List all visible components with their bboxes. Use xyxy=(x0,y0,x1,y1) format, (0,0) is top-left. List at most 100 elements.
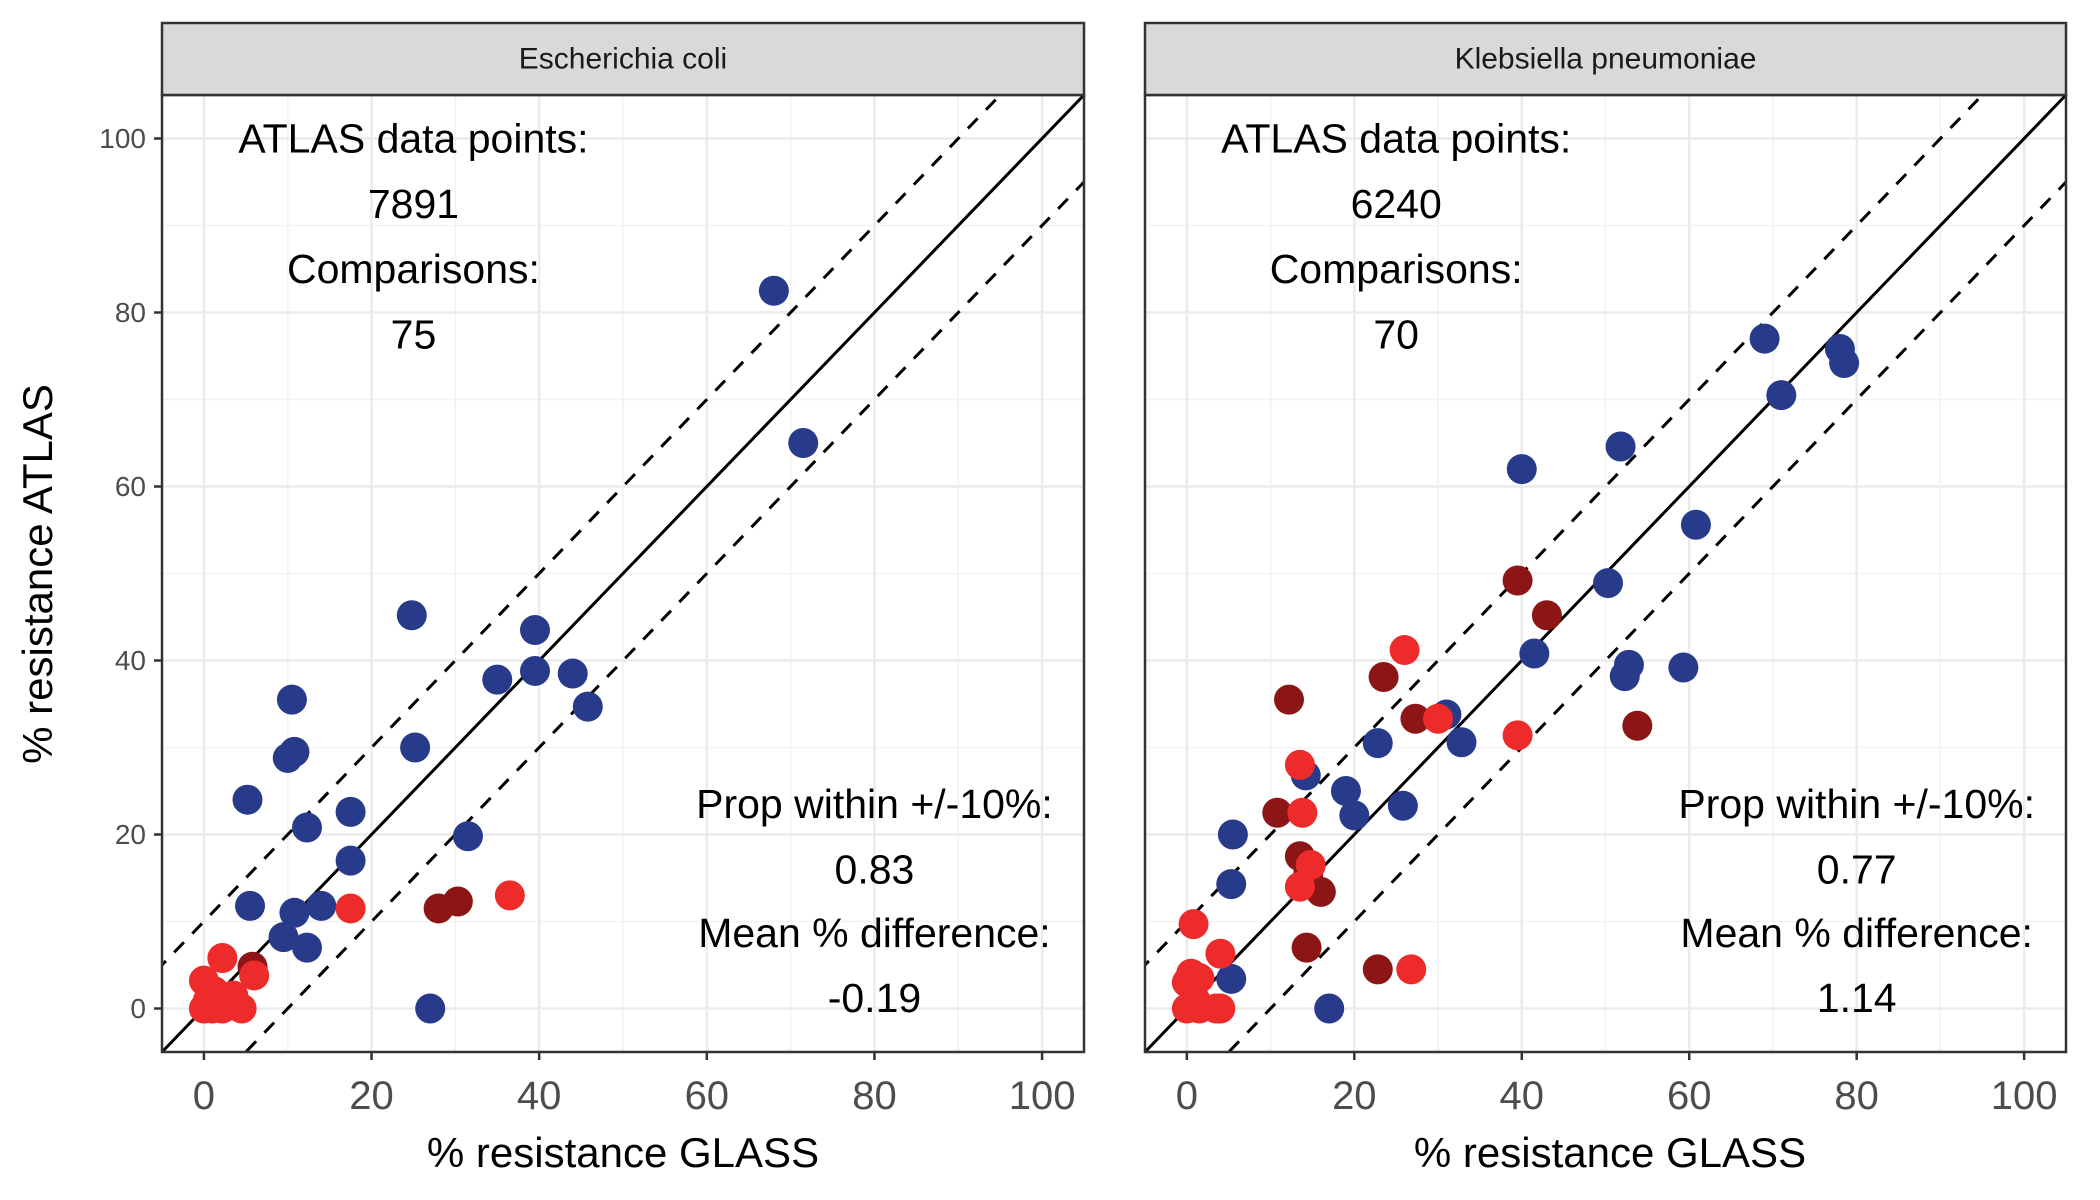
panel-escherichia-coli: ATLAS data points: 7891 Comparisons: 75 Prop… xyxy=(99,21,1086,1118)
data-point xyxy=(232,784,263,815)
panel-plot-area xyxy=(1145,95,2066,1052)
data-point xyxy=(452,821,483,852)
data-point xyxy=(214,989,245,1020)
data-point xyxy=(1622,710,1653,741)
strip-label: Klebsiella pneumoniae xyxy=(1455,43,1757,76)
data-point xyxy=(1205,993,1236,1024)
data-point xyxy=(292,932,323,963)
data-point xyxy=(1217,819,1248,850)
x-tick-label: 20 xyxy=(349,1074,394,1118)
atlas-data-points-value: 7891 xyxy=(368,181,459,227)
data-point xyxy=(1362,728,1393,759)
y-tick-label: 60 xyxy=(115,471,146,502)
comparisons-label: Comparisons: xyxy=(1270,246,1523,292)
data-point xyxy=(758,275,789,306)
data-point xyxy=(519,655,550,686)
data-point xyxy=(1389,635,1420,666)
x-tick-label: 60 xyxy=(1667,1074,1712,1118)
data-point xyxy=(306,890,337,921)
data-point xyxy=(1593,568,1624,599)
data-point xyxy=(1362,954,1393,985)
data-point xyxy=(1749,323,1780,354)
data-point xyxy=(268,922,299,953)
data-point xyxy=(396,600,427,631)
data-point xyxy=(400,732,431,763)
identity-line xyxy=(1145,95,2066,1052)
x-tick-label: 80 xyxy=(1834,1074,1879,1118)
data-point xyxy=(1829,347,1860,378)
data-point xyxy=(519,615,550,646)
data-point xyxy=(1284,749,1315,780)
data-point xyxy=(1502,565,1533,596)
x-tick-label: 60 xyxy=(685,1074,730,1118)
x-tick-label: 0 xyxy=(193,1074,215,1118)
data-point xyxy=(1274,684,1305,715)
x-tick-label: 100 xyxy=(1991,1074,2058,1118)
data-point xyxy=(235,890,266,921)
data-point xyxy=(1502,720,1533,751)
data-point xyxy=(276,684,307,715)
data-point xyxy=(207,943,238,974)
comparisons-label: Comparisons: xyxy=(287,246,540,292)
data-point xyxy=(1178,909,1209,940)
y-tick-label: 20 xyxy=(115,819,146,850)
data-point xyxy=(1287,797,1318,828)
comparisons-value: 75 xyxy=(391,311,437,357)
prop-within-label: Prop within +/-10%: xyxy=(696,781,1053,827)
prop-within-value: 0.77 xyxy=(1817,846,1897,892)
data-point xyxy=(1216,963,1247,994)
data-point xyxy=(335,845,366,876)
prop-within-label: Prop within +/-10%: xyxy=(1678,781,2035,827)
data-point xyxy=(1205,938,1236,969)
mean-difference-value: -0.19 xyxy=(828,975,921,1021)
data-point xyxy=(1216,869,1247,900)
y-tick-label: 80 xyxy=(115,297,146,328)
y-tick-label: 40 xyxy=(115,645,146,676)
data-point xyxy=(572,691,603,722)
x-axis-title-right: % resistance GLASS xyxy=(1414,1129,1806,1176)
x-tick-label: 80 xyxy=(852,1074,897,1118)
data-point xyxy=(1766,380,1797,411)
data-point xyxy=(1668,652,1699,683)
data-point xyxy=(788,428,819,458)
panel-klebsiella-pneumoniae: ATLAS data points: 6240 Comparisons: 70 Prop… xyxy=(1143,21,2068,1118)
x-tick-label: 40 xyxy=(517,1074,562,1118)
data-point xyxy=(1605,431,1636,462)
data-point xyxy=(1396,954,1427,985)
data-point xyxy=(1609,661,1640,692)
data-point xyxy=(1339,800,1370,831)
data-point xyxy=(1387,790,1418,821)
strip-background xyxy=(160,21,1086,97)
data-point xyxy=(494,880,525,911)
data-point xyxy=(279,897,310,928)
x-tick-label: 0 xyxy=(1176,1074,1198,1118)
data-point xyxy=(292,812,323,843)
atlas-data-points-label: ATLAS data points: xyxy=(238,116,588,162)
strip-label: Escherichia coli xyxy=(519,43,727,76)
data-point xyxy=(335,893,366,924)
data-point xyxy=(1423,703,1454,734)
data-point xyxy=(335,796,366,827)
data-point xyxy=(1680,509,1711,540)
x-axis-title-left: % resistance GLASS xyxy=(427,1129,819,1176)
prop-within-value: 0.83 xyxy=(835,846,915,892)
data-point xyxy=(1446,727,1477,758)
data-point xyxy=(1368,662,1399,693)
data-point xyxy=(1291,932,1322,963)
x-tick-label: 40 xyxy=(1500,1074,1545,1118)
atlas-data-points-label: ATLAS data points: xyxy=(1221,116,1571,162)
x-tick-label: 20 xyxy=(1332,1074,1377,1118)
panel-plot-area xyxy=(162,95,1084,1052)
data-point xyxy=(557,658,588,689)
mean-difference-value: 1.14 xyxy=(1817,975,1897,1021)
lower-band-line xyxy=(243,179,1084,1052)
data-point xyxy=(1519,638,1550,669)
data-point xyxy=(1284,871,1315,902)
atlas-data-points-value: 6240 xyxy=(1351,181,1442,227)
strip-background xyxy=(1143,21,2068,97)
lower-band-line xyxy=(1226,179,2066,1052)
data-point xyxy=(1262,797,1293,828)
data-point xyxy=(482,664,513,695)
data-point xyxy=(1531,600,1562,631)
